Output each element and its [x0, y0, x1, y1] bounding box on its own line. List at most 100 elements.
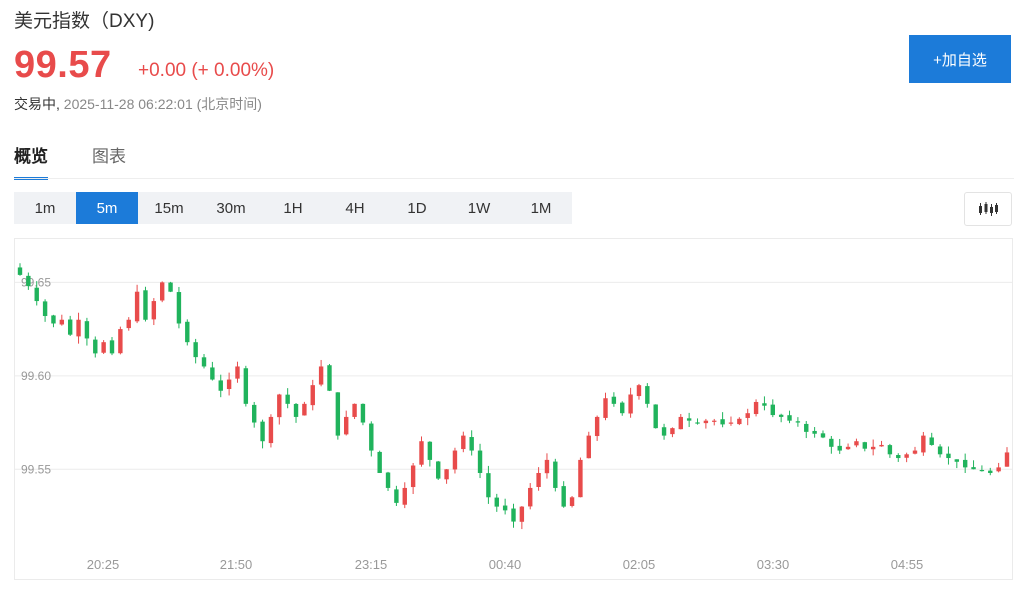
- candle-body: [252, 404, 257, 423]
- tab-overview[interactable]: 概览: [14, 142, 48, 180]
- candle-body: [929, 437, 934, 445]
- candle-body: [502, 505, 508, 511]
- candle-body: [34, 287, 39, 302]
- candle-body: [151, 301, 157, 320]
- candle-body: [436, 461, 441, 479]
- candle-body: [419, 441, 424, 465]
- candle-body: [695, 422, 700, 424]
- period-1m[interactable]: 1m: [34, 199, 56, 217]
- price-chart[interactable]: 99.65 99.60 99.55 20:25 21:50 23:15 00:40 02:05…: [14, 238, 1013, 580]
- x-tick-label: 04:55: [891, 557, 924, 572]
- candle-body: [210, 367, 215, 380]
- candle-body: [109, 340, 115, 354]
- candle-body: [427, 441, 433, 460]
- candlestick-chart-icon: [979, 202, 998, 216]
- chart-type-button[interactable]: [964, 192, 1012, 226]
- status-text: 交易中,: [14, 96, 60, 112]
- last-price: 99.57: [14, 44, 112, 86]
- candle-body: [653, 404, 658, 429]
- tab-chart[interactable]: 图表: [92, 147, 126, 166]
- period-4h[interactable]: 4H: [345, 199, 365, 217]
- period-1mo[interactable]: 1M: [530, 199, 552, 217]
- candle-body: [243, 368, 249, 404]
- candle-body: [469, 437, 474, 451]
- candle-body: [594, 416, 600, 437]
- candle-body: [444, 469, 449, 480]
- period-1w[interactable]: 1W: [467, 199, 491, 217]
- candle-body: [611, 396, 617, 404]
- candle-body: [854, 441, 859, 446]
- candle-body: [636, 385, 642, 397]
- candle-body: [101, 342, 106, 353]
- candle-body: [837, 445, 842, 451]
- candle-body: [778, 414, 784, 417]
- period-30m[interactable]: 30m: [216, 199, 246, 217]
- candle-body: [327, 365, 332, 391]
- y-tick-label: 99.60: [21, 369, 51, 383]
- candle-body: [528, 487, 533, 507]
- period-1h[interactable]: 1H: [283, 199, 303, 217]
- candle-body: [369, 423, 374, 451]
- candle-body: [126, 319, 131, 329]
- candle-body: [360, 403, 366, 423]
- candle-body: [553, 461, 558, 488]
- candle-body: [845, 446, 851, 450]
- candle-body: [494, 497, 499, 507]
- candle-body: [896, 455, 901, 459]
- candle-body: [318, 366, 324, 385]
- candle-body: [862, 442, 868, 449]
- candle-body: [218, 380, 223, 391]
- trading-status: 交易中, 2025-11-28 06:22:01 (北京时间): [14, 94, 262, 114]
- period-5m[interactable]: 5m: [76, 192, 138, 224]
- candle-body: [946, 453, 951, 459]
- candle-body: [544, 459, 550, 474]
- candle-body: [226, 379, 232, 390]
- candle-body: [628, 394, 633, 414]
- candle-body: [670, 428, 675, 435]
- candle-body: [159, 282, 165, 301]
- candle-body: [620, 402, 625, 414]
- candle-body: [302, 403, 307, 416]
- candle-body: [285, 394, 290, 404]
- period-1d[interactable]: 1D: [407, 199, 427, 217]
- add-to-watchlist-button[interactable]: +加自选: [909, 35, 1011, 83]
- candlestick-chart[interactable]: 99.65 99.60 99.55 20:25 21:50 23:15 00:40 02:05…: [15, 239, 1012, 579]
- candle-body: [904, 454, 909, 458]
- candle-body: [812, 430, 817, 434]
- candle-body: [352, 403, 357, 417]
- period-15m[interactable]: 15m: [154, 199, 184, 217]
- candle-body: [193, 342, 198, 358]
- candle-body: [486, 473, 491, 498]
- period-selector: 1m 5m 15m 30m 1H 4H 1D 1W 1M: [14, 192, 572, 224]
- page-title: 美元指数（DXY): [14, 11, 155, 32]
- candle-body: [461, 435, 466, 450]
- candle-body: [870, 446, 876, 450]
- candle-body: [686, 418, 692, 421]
- candle-body: [17, 267, 23, 275]
- candle-body: [268, 416, 274, 444]
- candle-body: [720, 419, 725, 425]
- candle-body: [410, 465, 416, 488]
- candle-body: [143, 290, 148, 320]
- candle-body: [921, 435, 926, 453]
- candle-body: [753, 401, 759, 415]
- candle-body: [971, 467, 976, 470]
- tab-bar: 概览 图表: [14, 142, 126, 180]
- candle-body: [134, 291, 140, 322]
- candle-body: [728, 422, 734, 424]
- candle-body: [394, 489, 399, 503]
- candle-body: [661, 427, 667, 436]
- candle-body: [67, 319, 73, 335]
- candle-body: [385, 472, 391, 488]
- x-tick-label: 21:50: [220, 557, 253, 572]
- candle-body: [84, 321, 90, 339]
- y-tick-label: 99.65: [21, 275, 51, 289]
- candle-body: [787, 415, 792, 421]
- tab-divider: [14, 178, 1014, 179]
- candle-body: [578, 459, 583, 498]
- candle-body: [586, 435, 591, 459]
- candle-body: [235, 366, 240, 379]
- candle-body: [176, 292, 182, 324]
- candle-body: [201, 357, 207, 367]
- candle-body: [277, 394, 282, 418]
